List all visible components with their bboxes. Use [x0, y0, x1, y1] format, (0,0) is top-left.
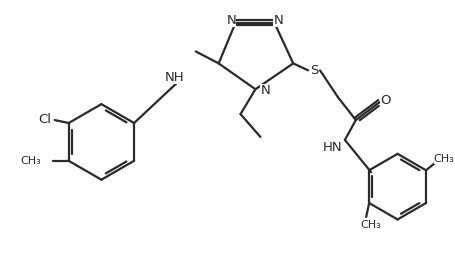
Text: HN: HN: [323, 141, 343, 154]
Text: Cl: Cl: [38, 113, 51, 126]
Text: S: S: [310, 64, 318, 77]
Text: O: O: [380, 94, 391, 107]
Text: N: N: [260, 84, 270, 97]
Text: CH₃: CH₃: [20, 156, 41, 166]
Text: CH₃: CH₃: [361, 220, 382, 230]
Text: N: N: [227, 14, 237, 27]
Text: N: N: [273, 14, 283, 27]
Text: NH: NH: [165, 71, 185, 84]
Text: CH₃: CH₃: [434, 154, 454, 164]
